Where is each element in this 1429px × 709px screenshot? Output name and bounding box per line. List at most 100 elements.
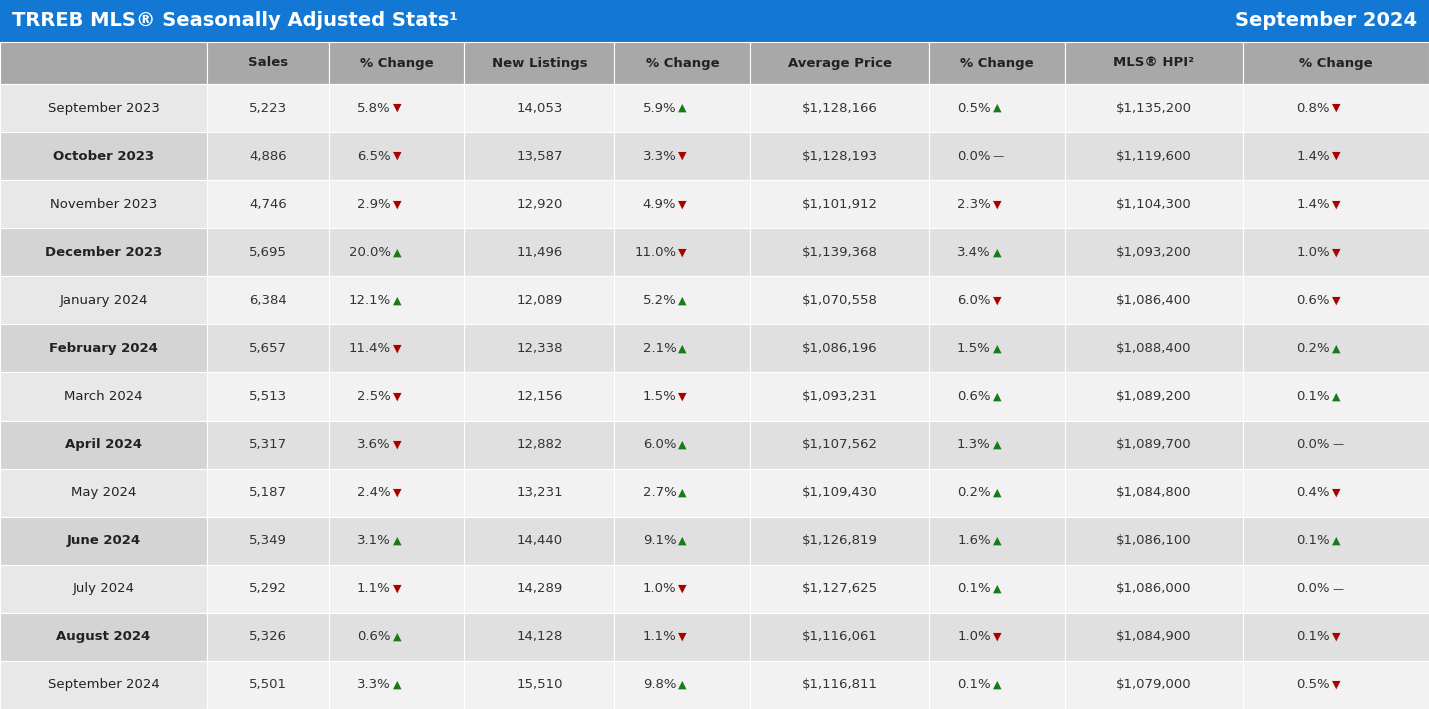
Text: ▼: ▼ bbox=[393, 584, 402, 594]
Text: August 2024: August 2024 bbox=[57, 630, 150, 643]
Text: 0.0%: 0.0% bbox=[957, 150, 990, 162]
Text: 1.5%: 1.5% bbox=[957, 342, 990, 355]
Text: $1,135,200: $1,135,200 bbox=[1116, 101, 1192, 115]
Text: 0.6%: 0.6% bbox=[1296, 294, 1330, 307]
Bar bbox=[0, 180, 207, 228]
Bar bbox=[1065, 517, 1243, 565]
Text: 2.3%: 2.3% bbox=[957, 198, 990, 211]
Bar bbox=[329, 517, 464, 565]
Bar bbox=[929, 661, 1065, 709]
Text: ▲: ▲ bbox=[993, 536, 1002, 546]
Text: $1,119,600: $1,119,600 bbox=[1116, 150, 1192, 162]
Text: 4,746: 4,746 bbox=[249, 198, 287, 211]
Bar bbox=[0, 325, 207, 372]
Text: $1,104,300: $1,104,300 bbox=[1116, 198, 1192, 211]
Text: 0.8%: 0.8% bbox=[1296, 101, 1330, 115]
Text: 15,510: 15,510 bbox=[516, 679, 563, 691]
Text: 2.9%: 2.9% bbox=[357, 198, 390, 211]
Bar bbox=[929, 613, 1065, 661]
Text: 5,695: 5,695 bbox=[249, 246, 287, 259]
Text: 1.0%: 1.0% bbox=[643, 582, 676, 596]
Text: $1,107,562: $1,107,562 bbox=[802, 438, 877, 451]
Text: ▲: ▲ bbox=[1332, 391, 1340, 401]
Text: ▲: ▲ bbox=[993, 103, 1002, 113]
Text: ▲: ▲ bbox=[679, 680, 687, 690]
Bar bbox=[0, 661, 207, 709]
Bar bbox=[207, 228, 329, 277]
Bar bbox=[207, 661, 329, 709]
Text: ▲: ▲ bbox=[679, 488, 687, 498]
Bar bbox=[614, 277, 750, 325]
Text: 5,349: 5,349 bbox=[249, 534, 287, 547]
Bar bbox=[1243, 420, 1429, 469]
Bar bbox=[0, 372, 207, 420]
Text: 0.6%: 0.6% bbox=[357, 630, 390, 643]
Text: $1,084,900: $1,084,900 bbox=[1116, 630, 1192, 643]
Bar bbox=[464, 132, 614, 180]
Text: ▲: ▲ bbox=[993, 584, 1002, 594]
Text: 5,187: 5,187 bbox=[249, 486, 287, 499]
Text: December 2023: December 2023 bbox=[44, 246, 163, 259]
Text: ▼: ▼ bbox=[393, 199, 402, 209]
Bar bbox=[0, 565, 207, 613]
Text: January 2024: January 2024 bbox=[60, 294, 147, 307]
Bar bbox=[464, 661, 614, 709]
Bar bbox=[1243, 613, 1429, 661]
Text: $1,089,700: $1,089,700 bbox=[1116, 438, 1192, 451]
Text: 2.4%: 2.4% bbox=[357, 486, 390, 499]
Text: 12,882: 12,882 bbox=[516, 438, 563, 451]
Text: 12,920: 12,920 bbox=[516, 198, 563, 211]
Bar bbox=[329, 565, 464, 613]
Text: 2.1%: 2.1% bbox=[643, 342, 676, 355]
Text: 5.2%: 5.2% bbox=[643, 294, 676, 307]
Bar bbox=[329, 613, 464, 661]
Bar bbox=[614, 517, 750, 565]
Text: ▼: ▼ bbox=[1332, 247, 1340, 257]
Text: ▼: ▼ bbox=[1332, 488, 1340, 498]
Text: 1.1%: 1.1% bbox=[357, 582, 390, 596]
Text: $1,128,166: $1,128,166 bbox=[802, 101, 877, 115]
Text: New Listings: New Listings bbox=[492, 57, 587, 69]
Text: ▼: ▼ bbox=[993, 296, 1002, 306]
Bar bbox=[207, 517, 329, 565]
Text: ▼: ▼ bbox=[679, 247, 687, 257]
Bar bbox=[750, 565, 929, 613]
Bar bbox=[464, 325, 614, 372]
Text: ▲: ▲ bbox=[1332, 343, 1340, 353]
Text: ▼: ▼ bbox=[393, 440, 402, 450]
Bar bbox=[1243, 132, 1429, 180]
Text: $1,089,200: $1,089,200 bbox=[1116, 390, 1192, 403]
Text: % Change: % Change bbox=[360, 57, 433, 69]
Text: $1,128,193: $1,128,193 bbox=[802, 150, 877, 162]
Text: September 2023: September 2023 bbox=[47, 101, 160, 115]
Text: 9.8%: 9.8% bbox=[643, 679, 676, 691]
Bar bbox=[0, 517, 207, 565]
Bar bbox=[929, 132, 1065, 180]
Text: % Change: % Change bbox=[1299, 57, 1373, 69]
Bar bbox=[0, 469, 207, 517]
Bar bbox=[1065, 661, 1243, 709]
Text: ▼: ▼ bbox=[393, 488, 402, 498]
Text: 14,440: 14,440 bbox=[516, 534, 563, 547]
Text: ▲: ▲ bbox=[679, 103, 687, 113]
Bar bbox=[207, 277, 329, 325]
Text: ▲: ▲ bbox=[1332, 536, 1340, 546]
Text: April 2024: April 2024 bbox=[66, 438, 141, 451]
Bar bbox=[750, 372, 929, 420]
Bar bbox=[329, 42, 464, 84]
Text: ▲: ▲ bbox=[393, 296, 402, 306]
Text: $1,139,368: $1,139,368 bbox=[802, 246, 877, 259]
Bar bbox=[207, 132, 329, 180]
Text: 1.6%: 1.6% bbox=[957, 534, 990, 547]
Text: March 2024: March 2024 bbox=[64, 390, 143, 403]
Text: $1,126,819: $1,126,819 bbox=[802, 534, 877, 547]
Text: 3.3%: 3.3% bbox=[643, 150, 676, 162]
Bar bbox=[929, 84, 1065, 132]
Text: 4,886: 4,886 bbox=[249, 150, 287, 162]
Text: September 2024: September 2024 bbox=[47, 679, 160, 691]
Bar bbox=[0, 84, 207, 132]
Text: ▲: ▲ bbox=[993, 488, 1002, 498]
Bar bbox=[0, 420, 207, 469]
Text: $1,093,231: $1,093,231 bbox=[802, 390, 877, 403]
Text: ▲: ▲ bbox=[679, 343, 687, 353]
